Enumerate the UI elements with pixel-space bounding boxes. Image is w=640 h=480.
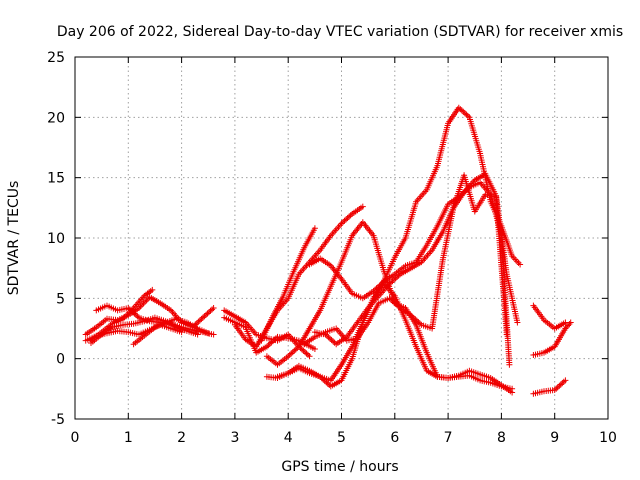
series-sat-q (530, 302, 569, 332)
x-tick-label: 5 (337, 430, 346, 446)
plus-markers (258, 225, 318, 344)
x-tick-label: 1 (124, 430, 133, 446)
series-sat-p (301, 172, 510, 348)
series-sat-j (258, 225, 318, 344)
series-sat-r (530, 319, 574, 358)
y-tick-label: 20 (47, 110, 65, 126)
y-tick-label: 25 (47, 50, 65, 66)
series-sat-s (530, 377, 569, 397)
x-tick-label: 3 (230, 430, 239, 446)
x-tick-labels: 0 1 2 3 4 5 6 7 8 9 10 (71, 430, 617, 446)
x-tick-label: 4 (284, 430, 293, 446)
series-sat-o (306, 179, 513, 368)
y-tick-label: 5 (56, 291, 65, 307)
plus-markers (221, 307, 313, 360)
y-tick-label: 10 (47, 231, 65, 247)
y-tick-labels: -5 0 5 10 15 20 25 (47, 50, 65, 428)
plus-markers (306, 179, 513, 368)
y-tick-label: 15 (47, 171, 65, 187)
grid-layer (75, 57, 608, 419)
plus-markers (530, 302, 569, 332)
x-tick-label: 8 (497, 430, 506, 446)
series-layer (82, 104, 574, 397)
plus-markers (82, 321, 185, 344)
chart-title: Day 206 of 2022, Sidereal Day-to-day VTE… (57, 24, 623, 40)
x-axis-label: GPS time / hours (281, 459, 398, 475)
series-sat-c (88, 286, 156, 344)
x-tick-label: 9 (550, 430, 559, 446)
plus-markers (301, 172, 510, 348)
x-tick-label: 6 (390, 430, 399, 446)
plus-markers (530, 319, 574, 358)
x-tick-label: 7 (444, 430, 453, 446)
x-tick-label: 2 (177, 430, 186, 446)
plus-markers (530, 377, 569, 397)
y-axis-label: SDTVAR / TECUs (6, 181, 22, 296)
series-sat-g (221, 307, 313, 360)
series-sat-e (130, 315, 212, 348)
y-tick-label: 0 (56, 352, 65, 368)
y-tick-label: -5 (51, 412, 65, 428)
x-tick-label: 10 (599, 430, 617, 446)
series-sat-f (82, 321, 185, 344)
series-sat-d (93, 302, 217, 338)
x-tick-label: 0 (71, 430, 80, 446)
ticks-layer (74, 56, 609, 420)
